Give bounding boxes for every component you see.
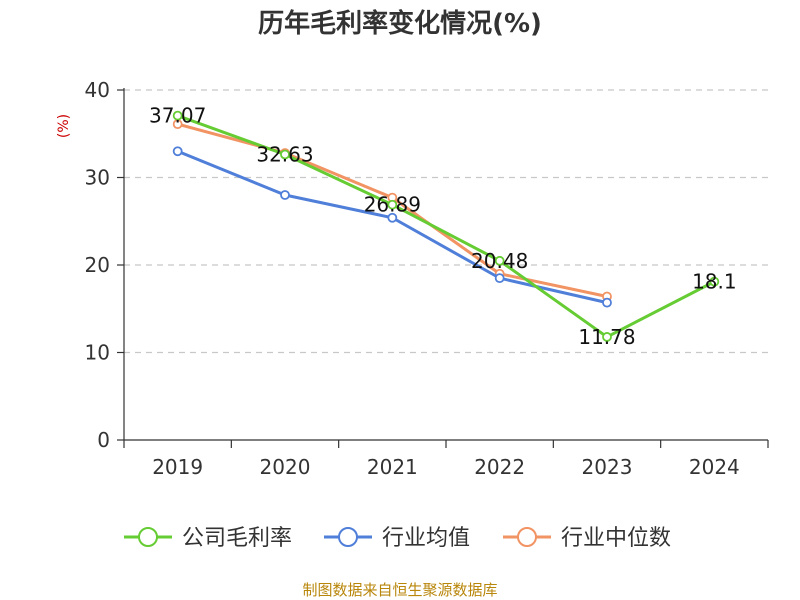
y-tick-label-30: 30 xyxy=(85,166,110,190)
source-note: 制图数据来自恒生聚源数据库 xyxy=(302,581,497,599)
x-tick-labels: 2019 2020 2021 2022 2023 2024 xyxy=(152,455,740,479)
y-tick-label-20: 20 xyxy=(85,253,110,277)
data-label-2023: 11.78 xyxy=(578,325,635,349)
point-s1-2022[interactable] xyxy=(494,273,505,284)
y-axis-unit: (%) xyxy=(56,114,72,138)
y-tick-label-10: 10 xyxy=(85,341,110,365)
axes xyxy=(117,88,769,448)
y-tick-label-0: 0 xyxy=(97,428,110,452)
series-line-0 xyxy=(177,114,716,339)
grid-lines xyxy=(124,89,768,354)
point-s0-2019[interactable] xyxy=(172,110,183,121)
y-tick-label-40: 40 xyxy=(85,78,110,102)
point-s1-2021[interactable] xyxy=(387,212,398,223)
series-lines xyxy=(172,110,720,342)
data-label-2019: 37.07 xyxy=(149,104,206,128)
legend[interactable]: 公司毛利率 行业均值 行业中位数 xyxy=(124,526,671,551)
legend-label-0: 公司毛利率 xyxy=(182,526,292,551)
legend-marker-0 xyxy=(138,527,158,547)
x-tick-label-2023: 2023 xyxy=(582,455,633,479)
series-line-1 xyxy=(177,149,608,305)
y-tick-labels: 0 10 20 30 40 xyxy=(85,78,110,452)
legend-item-0[interactable]: 公司毛利率 xyxy=(124,526,292,551)
legend-item-2[interactable]: 行业中位数 xyxy=(503,526,671,551)
data-label-2021: 26.89 xyxy=(364,193,421,217)
chart-title: 历年毛利率变化情况(%) xyxy=(258,8,542,39)
data-label-2020: 32.63 xyxy=(256,142,313,166)
legend-label-1: 行业均值 xyxy=(382,526,470,551)
point-s0-2024[interactable] xyxy=(709,276,720,287)
point-s0-2020[interactable] xyxy=(280,149,290,160)
point-s0-2021[interactable] xyxy=(387,199,398,210)
data-labels: 37.07 32.63 26.89 20.48 11.78 18.1 xyxy=(149,104,737,349)
data-label-2022: 20.48 xyxy=(471,249,528,273)
legend-item-1[interactable]: 行业均值 xyxy=(324,526,470,551)
point-s0-2022[interactable] xyxy=(494,255,505,266)
x-tick-label-2024: 2024 xyxy=(689,455,740,479)
x-tick-label-2019: 2019 xyxy=(152,455,203,479)
legend-label-2: 行业中位数 xyxy=(561,526,671,551)
legend-marker-1 xyxy=(338,527,358,547)
data-label-2024: 18.1 xyxy=(692,270,737,294)
x-tick-label-2022: 2022 xyxy=(474,455,525,479)
x-tick-label-2020: 2020 xyxy=(260,455,311,479)
point-s1-2023[interactable] xyxy=(602,297,612,308)
x-tick-label-2021: 2021 xyxy=(367,455,418,479)
legend-marker-2 xyxy=(517,527,537,547)
point-s0-2023[interactable] xyxy=(602,332,612,342)
point-s1-2019[interactable] xyxy=(172,146,183,157)
point-s1-2020[interactable] xyxy=(280,190,290,200)
